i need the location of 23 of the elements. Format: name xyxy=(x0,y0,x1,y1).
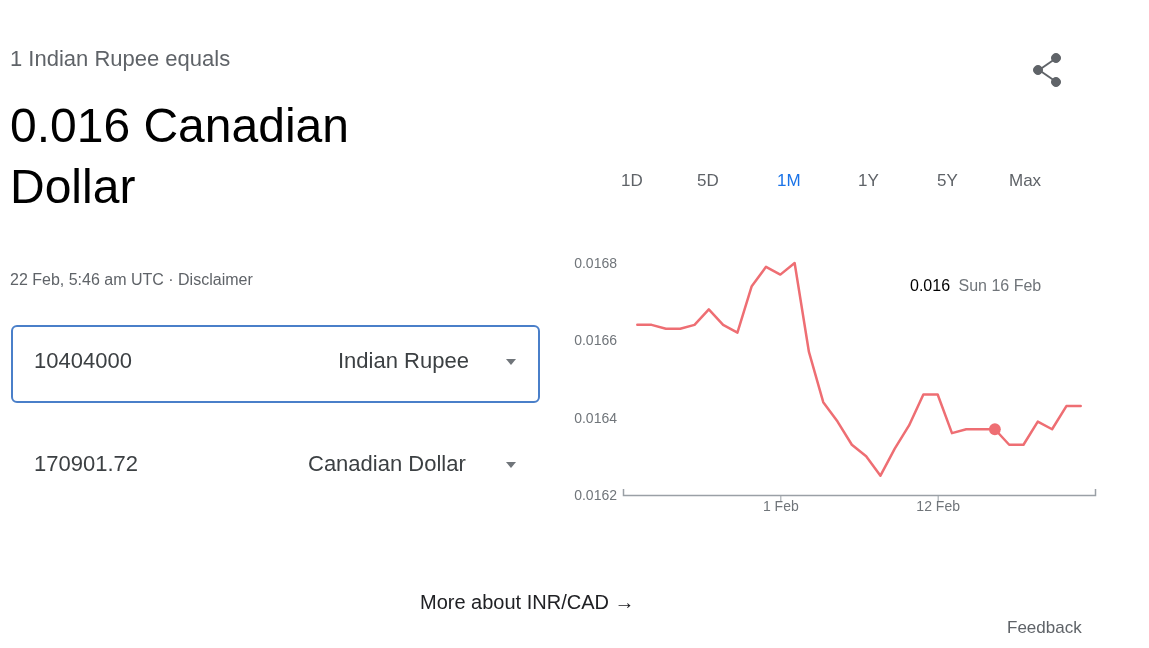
text: 5Y xyxy=(937,171,958,191)
text: 170901.72 xyxy=(34,451,138,477)
y-tick-label: 0.0166 xyxy=(574,332,618,349)
text: 10404000 xyxy=(34,348,132,374)
x-tick-label: 1 Feb xyxy=(762,497,799,514)
text: 1D xyxy=(621,171,643,191)
y-tick-label: 0.0168 xyxy=(574,254,618,271)
text: 5D xyxy=(697,171,719,191)
text: 22 Feb, 5:46 am UTC · Disclaimer xyxy=(10,271,253,289)
text: More about INR/CAD → xyxy=(420,591,635,614)
text: Canadian Dollar xyxy=(308,451,466,477)
text: Max xyxy=(1009,171,1042,191)
text: Indian Rupee xyxy=(338,348,469,374)
x-tick-label: 12 Feb xyxy=(916,497,961,514)
text: Feedback xyxy=(1007,618,1082,638)
y-tick-label: 0.0162 xyxy=(574,486,618,503)
text: 1Y xyxy=(858,171,879,191)
text: 1 Indian Rupee equals xyxy=(10,46,231,72)
text: 0.016 Canadian Dollar xyxy=(10,98,350,215)
line-series xyxy=(636,261,1082,477)
y-tick-label: 0.0164 xyxy=(574,409,618,426)
text: 1M xyxy=(777,171,801,191)
annotation: 0.016 Sun 16 Feb xyxy=(910,277,1042,294)
